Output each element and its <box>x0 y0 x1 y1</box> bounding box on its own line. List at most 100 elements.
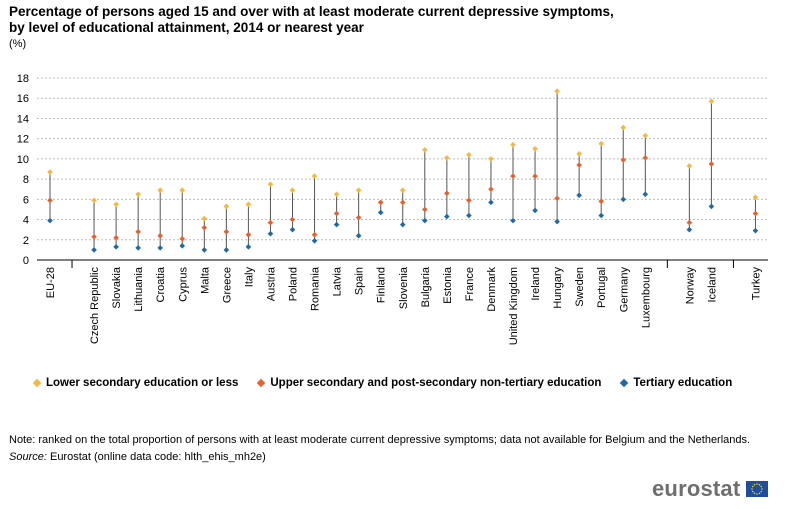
point-tertiary <box>157 245 163 251</box>
point-upper <box>488 186 494 193</box>
point-tertiary <box>532 207 538 214</box>
point-tertiary <box>377 209 384 216</box>
point-upper <box>752 210 759 217</box>
point-upper <box>157 232 163 239</box>
point-upper <box>289 216 296 223</box>
point-lower <box>554 88 560 94</box>
point-tertiary <box>422 217 428 224</box>
point-tertiary <box>686 226 693 233</box>
legend-label-upper: Upper secondary and post-secondary non-t… <box>270 377 602 389</box>
x-tick-label: EU-28 <box>45 267 57 298</box>
y-tick-label: 14 <box>17 113 29 125</box>
point-upper <box>554 195 560 202</box>
x-tick-label: Bulgaria <box>420 266 432 307</box>
y-tick-label: 6 <box>23 194 29 206</box>
x-tick-label: Finland <box>376 267 388 303</box>
legend-marker-tertiary-icon <box>620 378 629 388</box>
point-upper <box>510 173 516 179</box>
footnote: Note: ranked on the total proportion of … <box>9 434 751 446</box>
point-upper <box>377 199 384 206</box>
x-tick-label: Sweden <box>574 267 586 307</box>
legend-label-lower: Lower secondary education or less <box>46 377 239 389</box>
point-lower <box>333 191 340 198</box>
point-upper <box>245 231 252 238</box>
point-tertiary <box>510 217 516 224</box>
point-tertiary <box>223 247 230 253</box>
point-upper <box>686 219 693 226</box>
y-tick-label: 8 <box>23 174 29 186</box>
point-tertiary <box>708 203 715 210</box>
x-tick-label: Slovenia <box>398 266 410 309</box>
point-upper <box>333 210 340 217</box>
point-tertiary <box>598 212 604 219</box>
x-tick-label: Turkey <box>750 267 762 301</box>
source-line: Source: Eurostat (online data code: hlth… <box>9 451 266 463</box>
x-tick-label: Norway <box>684 267 696 305</box>
point-tertiary <box>399 221 406 228</box>
point-upper <box>642 155 649 161</box>
point-upper <box>399 199 406 206</box>
x-tick-label: Czech Republic <box>89 267 101 345</box>
point-lower <box>620 124 627 131</box>
source-label: Source: <box>9 451 47 463</box>
y-tick-label: 10 <box>17 154 29 166</box>
point-lower <box>245 201 252 208</box>
eurostat-logo: eurostat <box>652 476 769 502</box>
point-lower <box>179 187 186 194</box>
point-lower <box>510 141 516 148</box>
point-upper <box>179 235 186 242</box>
chart-title: Percentage of persons aged 15 and over w… <box>9 4 769 36</box>
point-lower <box>289 187 296 194</box>
x-tick-label: Latvia <box>332 266 344 296</box>
legend-item-upper: Upper secondary and post-secondary non-t… <box>257 377 602 389</box>
point-tertiary <box>444 213 450 220</box>
point-tertiary <box>311 237 318 244</box>
point-lower <box>752 194 759 201</box>
point-upper <box>576 162 582 168</box>
point-lower <box>355 187 362 194</box>
point-tertiary <box>333 221 340 228</box>
point-lower <box>47 169 53 175</box>
x-tick-label: Romania <box>310 266 322 311</box>
point-upper <box>267 219 274 226</box>
x-tick-label: Malta <box>199 266 211 294</box>
point-lower <box>157 187 163 194</box>
x-tick-label: Spain <box>354 267 366 295</box>
x-tick-label: Cyprus <box>177 267 189 302</box>
point-upper <box>422 206 428 213</box>
point-upper <box>708 161 715 167</box>
x-tick-label: Italy <box>243 267 255 288</box>
point-lower <box>267 181 274 187</box>
point-tertiary <box>113 244 119 250</box>
point-lower <box>91 197 97 204</box>
source-text: Eurostat (online data code: hlth_ehis_mh… <box>46 451 266 463</box>
x-tick-label: Greece <box>221 267 233 303</box>
y-tick-label: 12 <box>17 134 29 146</box>
point-upper <box>598 198 604 205</box>
y-tick-label: 2 <box>23 235 29 247</box>
point-upper <box>311 231 318 238</box>
x-tick-label: Iceland <box>706 267 718 302</box>
point-tertiary <box>201 247 208 253</box>
y-tick-label: 18 <box>17 73 29 85</box>
point-upper <box>466 197 472 204</box>
point-upper <box>355 214 362 221</box>
x-tick-label: Poland <box>288 267 300 301</box>
point-lower <box>201 215 208 222</box>
point-tertiary <box>179 243 186 249</box>
point-upper <box>47 197 53 204</box>
logo-text: eurostat <box>652 476 741 501</box>
x-tick-label: Portugal <box>596 267 608 308</box>
point-lower <box>444 155 450 161</box>
point-upper <box>532 173 538 179</box>
point-upper <box>620 157 627 163</box>
x-tick-label: Ireland <box>530 267 542 301</box>
point-lower <box>311 173 318 179</box>
point-tertiary <box>135 245 141 251</box>
x-tick-label: Luxembourg <box>640 267 652 328</box>
x-tick-label: Slovakia <box>111 266 123 308</box>
legend-label-tertiary: Tertiary education <box>633 377 733 389</box>
legend-marker-upper-icon <box>257 378 266 388</box>
chart-plot: 0 2 4 6 8 10 12 14 16 18 EU-28 Czech Republic Slovak… <box>17 73 768 345</box>
legend: Lower secondary education or less Upper … <box>32 377 752 389</box>
